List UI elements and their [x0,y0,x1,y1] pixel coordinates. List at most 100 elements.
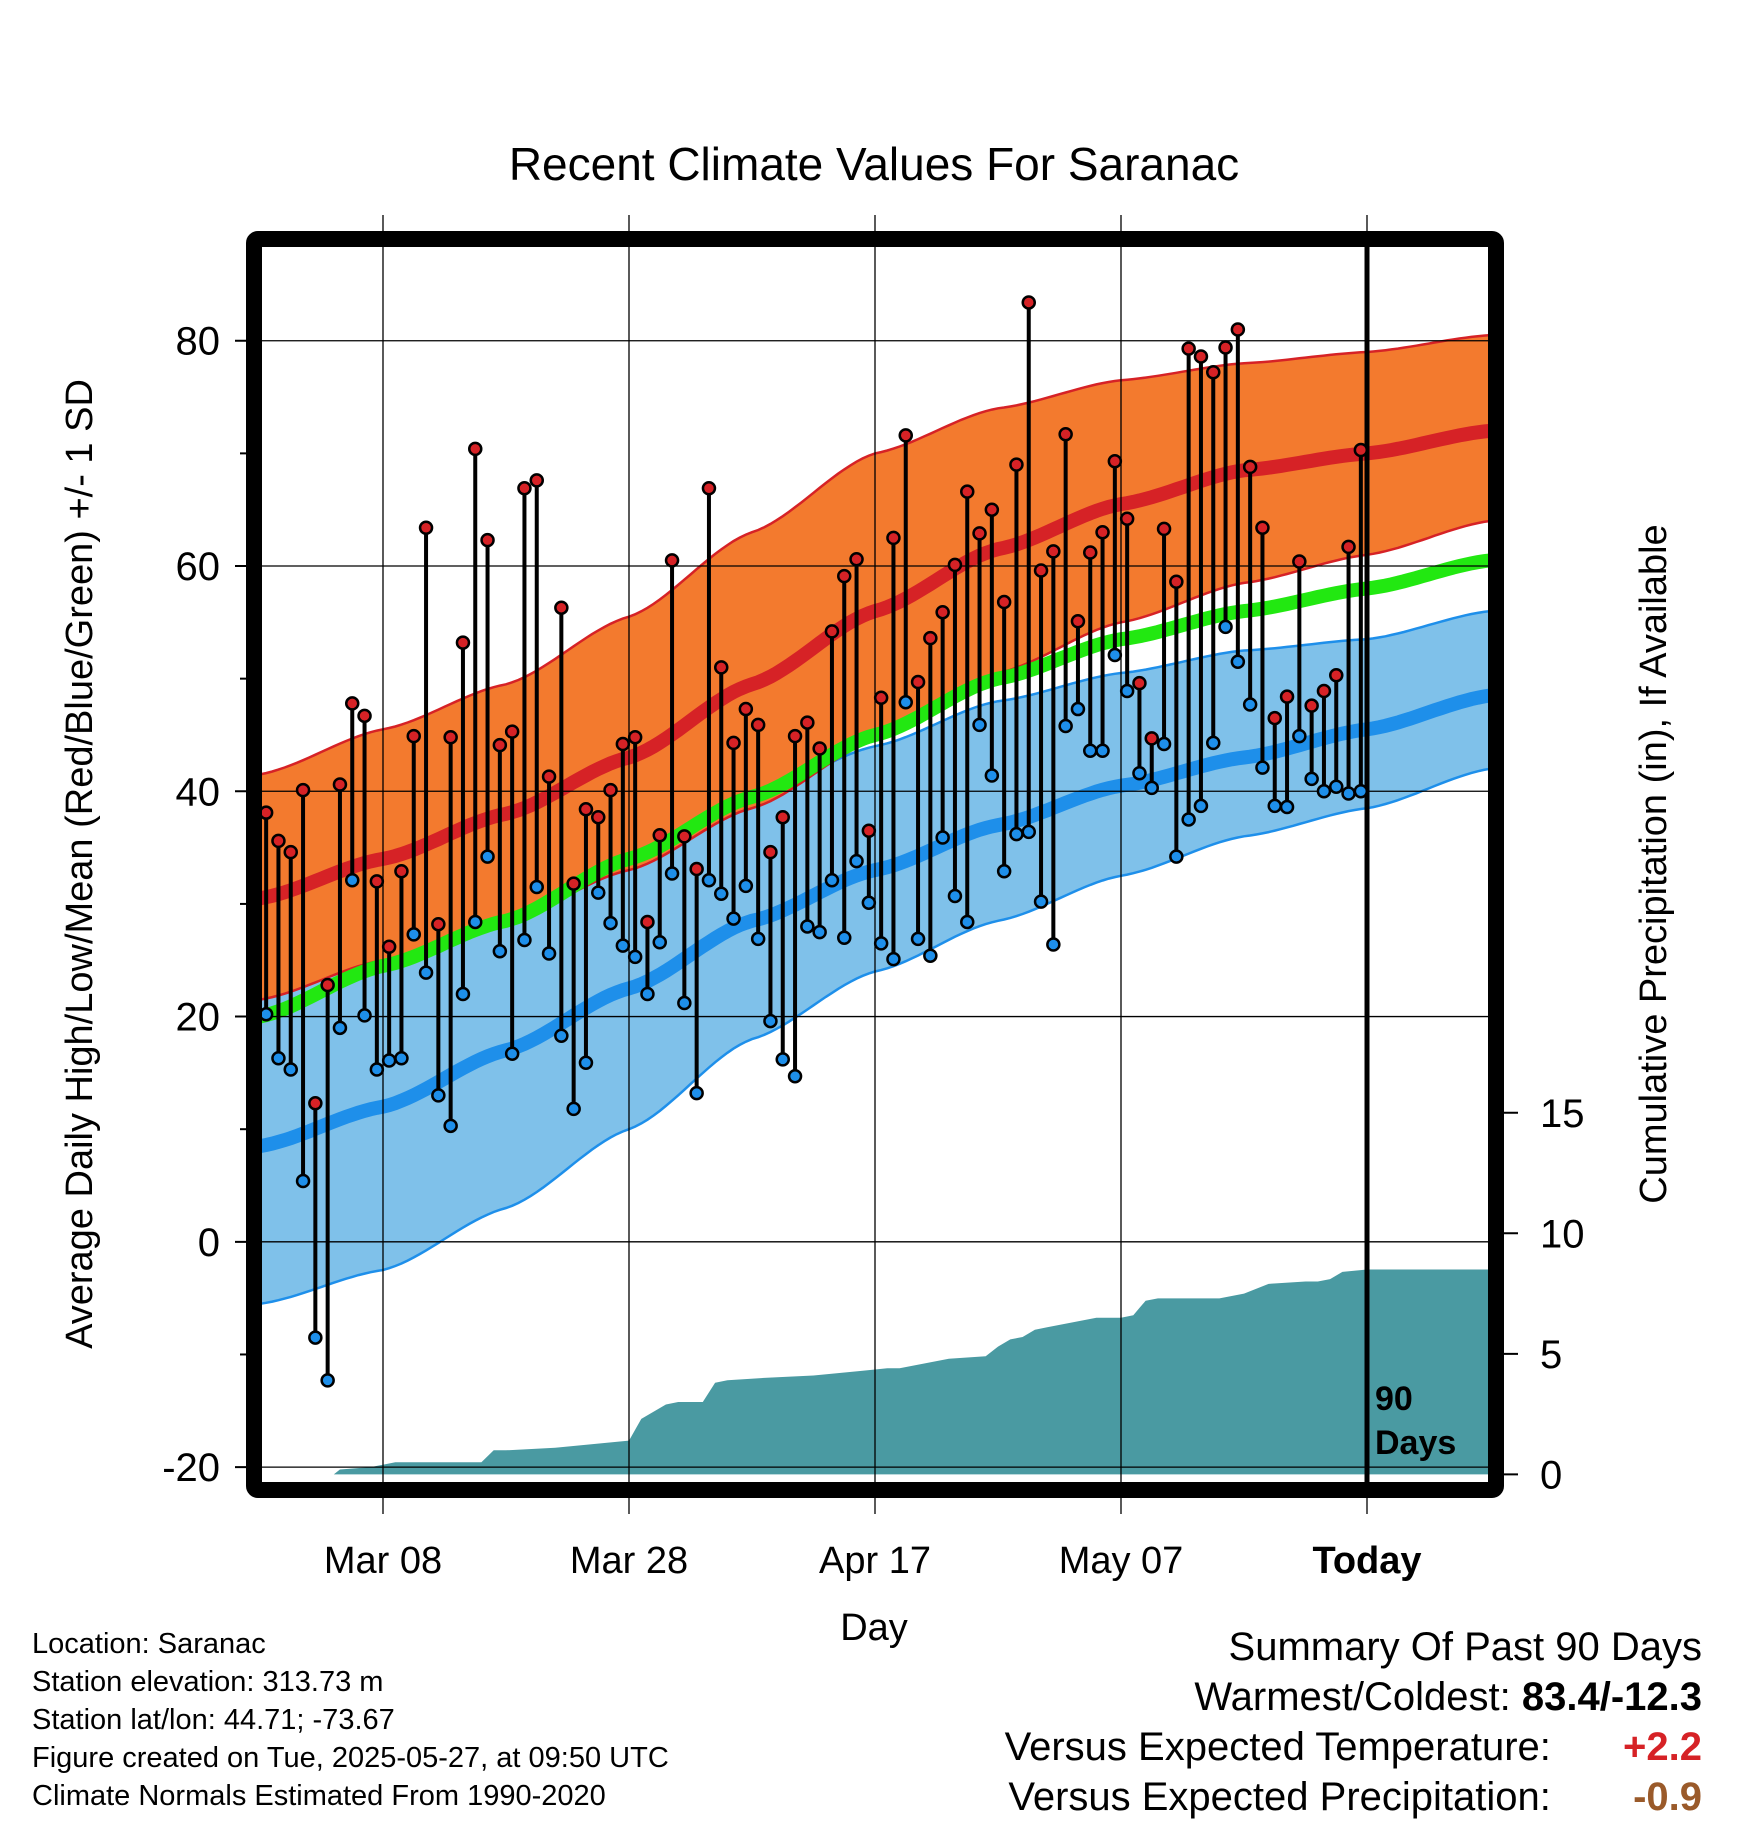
daily-low-point [357,1008,372,1023]
daily-high-point [455,635,471,650]
daily-low-point [701,873,717,888]
daily-low-point [726,911,741,926]
daily-high-point [775,809,790,825]
daily-high-point [345,696,360,711]
daily-low-point [1341,786,1356,801]
daily-low-point [554,1028,569,1043]
daily-low-point [1021,824,1036,840]
x-tick-label: May 07 [1059,1540,1184,1582]
daily-low-point [1046,937,1061,952]
daily-low-point [1181,812,1196,827]
daily-low-point [1242,697,1258,712]
x-tick-label: Mar 08 [324,1540,442,1582]
daily-low-point [1353,784,1369,799]
daily-high-point [837,568,852,584]
daily-low-point [480,849,495,864]
daily-high-point [615,736,631,752]
daily-low-point [295,1173,311,1189]
daily-low-point [1292,728,1307,744]
y-tick-label: 0 [198,1221,220,1265]
y-tick-label: -20 [162,1446,220,1490]
daily-low-point [504,1046,520,1061]
daily-low-point [1206,735,1221,751]
daily-low-point [689,1085,704,1101]
daily-high-point [517,481,532,496]
daily-low-point [345,873,360,888]
daily-low-point [1119,683,1135,699]
daily-high-point [1242,459,1258,475]
daily-low-point [664,866,680,881]
daily-high-point [1193,349,1209,364]
daily-high-point [1230,322,1246,337]
daily-high-point [701,481,717,496]
daily-high-point [1009,457,1024,472]
daily-low-point [849,853,864,869]
daily-high-point [910,674,926,690]
daily-low-point [898,695,913,710]
y-tick-label: 80 [176,320,221,364]
daily-high-point [406,728,421,744]
daily-high-point [1304,698,1319,713]
daily-high-point [640,914,655,930]
daily-low-point [861,895,877,911]
daily-high-point [898,428,913,443]
daily-low-point [1132,766,1147,781]
daily-low-point [369,1062,385,1077]
daily-high-point [824,624,840,639]
warmest-coldest-label: Warmest/Coldest: [1194,1675,1511,1719]
daily-low-point [1267,798,1282,814]
temp-departure-label: Versus Expected Temperature: [1004,1725,1551,1769]
daily-high-point [1218,340,1233,355]
daily-high-point [947,557,963,573]
x-axis-label: Day [840,1607,908,1649]
daily-high-point [972,526,987,541]
daily-low-point [714,886,729,902]
daily-high-point [443,729,458,745]
daily-low-point [406,927,421,942]
daily-low-point [418,965,434,980]
daily-low-point [824,873,840,888]
daily-low-point [960,914,975,930]
daily-low-point [308,1330,323,1345]
daily-high-point [1083,545,1098,560]
y2-tick-label: 10 [1540,1212,1585,1256]
daily-high-point [689,861,704,877]
daily-low-point [578,1055,594,1070]
y-tick-label: 20 [176,996,221,1040]
daily-high-point [566,876,581,891]
daily-high-point [578,802,594,817]
daily-low-point [972,717,987,733]
daily-high-point [750,717,766,733]
daily-high-point [381,939,397,954]
daily-low-point [1169,849,1184,864]
daily-low-point [1304,771,1319,787]
daily-low-point [1144,780,1159,796]
daily-low-point [1329,779,1344,795]
daily-high-point [492,737,508,753]
y2-tick-label: 0 [1540,1453,1562,1497]
daily-low-point [603,915,618,931]
daily-high-point [541,769,557,784]
daily-low-point [541,946,557,961]
daily-low-point [381,1053,397,1068]
daily-high-point [332,777,348,792]
summary-panel: Summary Of Past 90 Days Warmest/Coldest:… [1005,1622,1702,1822]
daily-high-point [295,782,311,798]
daily-low-point [1218,619,1233,635]
daily-high-point [787,728,803,744]
daily-high-point [591,809,606,825]
daily-high-point [1021,295,1036,310]
daily-high-point [283,844,298,860]
daily-low-point [677,995,692,1011]
daily-high-point [1341,539,1356,555]
daily-high-point [394,864,409,879]
daily-high-point [1267,710,1282,726]
daily-high-point [369,874,385,889]
daily-high-point [984,502,1000,517]
daily-low-point [283,1062,298,1077]
daily-high-point [529,473,544,488]
daily-low-point [1279,799,1295,815]
daily-low-point [1083,743,1098,758]
warmest-coldest-value: 83.4/-12.3 [1521,1675,1702,1719]
y-tick-label: 40 [176,770,221,814]
